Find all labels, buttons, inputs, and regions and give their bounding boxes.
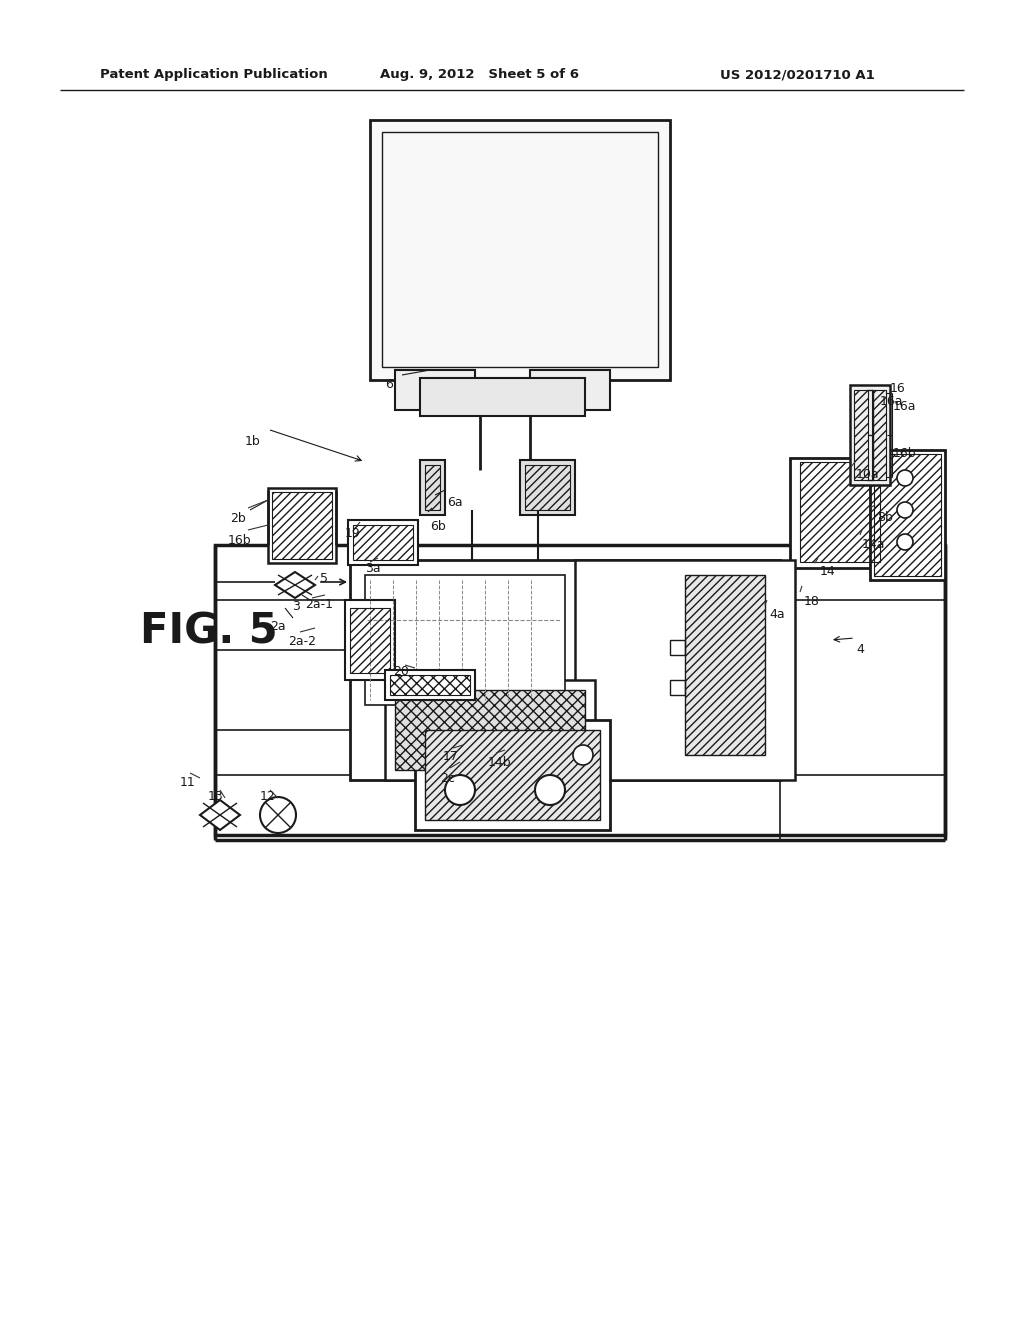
Text: US 2012/0201710 A1: US 2012/0201710 A1 xyxy=(720,69,874,81)
Bar xyxy=(874,454,941,576)
Bar xyxy=(350,609,390,673)
Bar xyxy=(670,680,685,696)
Text: 16: 16 xyxy=(890,381,906,395)
Bar xyxy=(385,671,475,700)
Bar xyxy=(425,730,600,820)
Text: 2a-2: 2a-2 xyxy=(288,635,316,648)
Bar xyxy=(854,389,868,480)
Bar xyxy=(370,120,670,380)
Text: 1b: 1b xyxy=(245,436,261,447)
Bar xyxy=(415,719,610,830)
Text: 12: 12 xyxy=(260,789,275,803)
Text: 2a: 2a xyxy=(270,620,286,634)
Bar xyxy=(395,690,585,770)
Bar xyxy=(790,458,920,568)
Text: 3: 3 xyxy=(292,601,300,612)
Bar xyxy=(215,545,945,836)
Text: 20: 20 xyxy=(393,665,409,678)
Polygon shape xyxy=(200,800,240,830)
Bar xyxy=(420,378,585,416)
Text: 6: 6 xyxy=(385,378,393,391)
Text: Aug. 9, 2012   Sheet 5 of 6: Aug. 9, 2012 Sheet 5 of 6 xyxy=(380,69,579,81)
Bar xyxy=(348,520,418,565)
Circle shape xyxy=(260,797,296,833)
Text: 18: 18 xyxy=(804,595,820,609)
Bar xyxy=(530,370,610,411)
Text: 11: 11 xyxy=(180,776,196,789)
Bar xyxy=(425,465,440,510)
Text: 2c: 2c xyxy=(440,772,455,785)
Text: 8b: 8b xyxy=(877,511,893,524)
Text: 14: 14 xyxy=(820,565,836,578)
Bar xyxy=(365,576,565,705)
Text: Patent Application Publication: Patent Application Publication xyxy=(100,69,328,81)
Bar xyxy=(268,488,336,564)
Text: 16a: 16a xyxy=(880,395,903,408)
Text: 16a: 16a xyxy=(893,400,916,413)
Circle shape xyxy=(897,470,913,486)
Text: 5: 5 xyxy=(319,572,328,585)
Polygon shape xyxy=(275,572,315,598)
Bar xyxy=(670,640,685,655)
Text: 2b: 2b xyxy=(230,512,246,525)
Text: 2a-1: 2a-1 xyxy=(305,598,333,611)
Text: 16b: 16b xyxy=(228,535,252,546)
Bar xyxy=(385,680,595,780)
Bar xyxy=(870,450,945,579)
Text: 6b: 6b xyxy=(430,520,445,533)
Text: 10a: 10a xyxy=(856,469,880,480)
Circle shape xyxy=(897,502,913,517)
Bar xyxy=(525,465,570,510)
Text: 16b: 16b xyxy=(893,447,916,459)
Text: 17: 17 xyxy=(443,750,459,763)
Bar xyxy=(272,492,332,558)
Text: 13: 13 xyxy=(208,789,224,803)
Bar xyxy=(420,459,445,515)
Bar xyxy=(520,459,575,515)
Bar xyxy=(353,525,413,560)
Text: FIG. 5: FIG. 5 xyxy=(140,610,278,652)
Circle shape xyxy=(573,744,593,766)
Bar xyxy=(575,560,795,780)
Text: 4: 4 xyxy=(856,643,864,656)
Text: 4a: 4a xyxy=(769,609,784,620)
Text: 19: 19 xyxy=(345,527,360,540)
Circle shape xyxy=(535,775,565,805)
Text: 14a: 14a xyxy=(862,539,886,550)
Bar xyxy=(390,675,470,696)
Text: 3a: 3a xyxy=(365,562,381,576)
Bar xyxy=(395,370,475,411)
Bar xyxy=(850,385,890,484)
Text: 6a: 6a xyxy=(447,496,463,510)
Circle shape xyxy=(897,535,913,550)
Bar xyxy=(872,389,886,480)
Circle shape xyxy=(445,775,475,805)
Bar xyxy=(382,132,658,367)
Bar xyxy=(685,576,765,755)
Bar xyxy=(345,601,395,680)
Bar xyxy=(350,560,780,780)
Bar xyxy=(800,462,880,562)
Text: 14b: 14b xyxy=(488,756,512,770)
